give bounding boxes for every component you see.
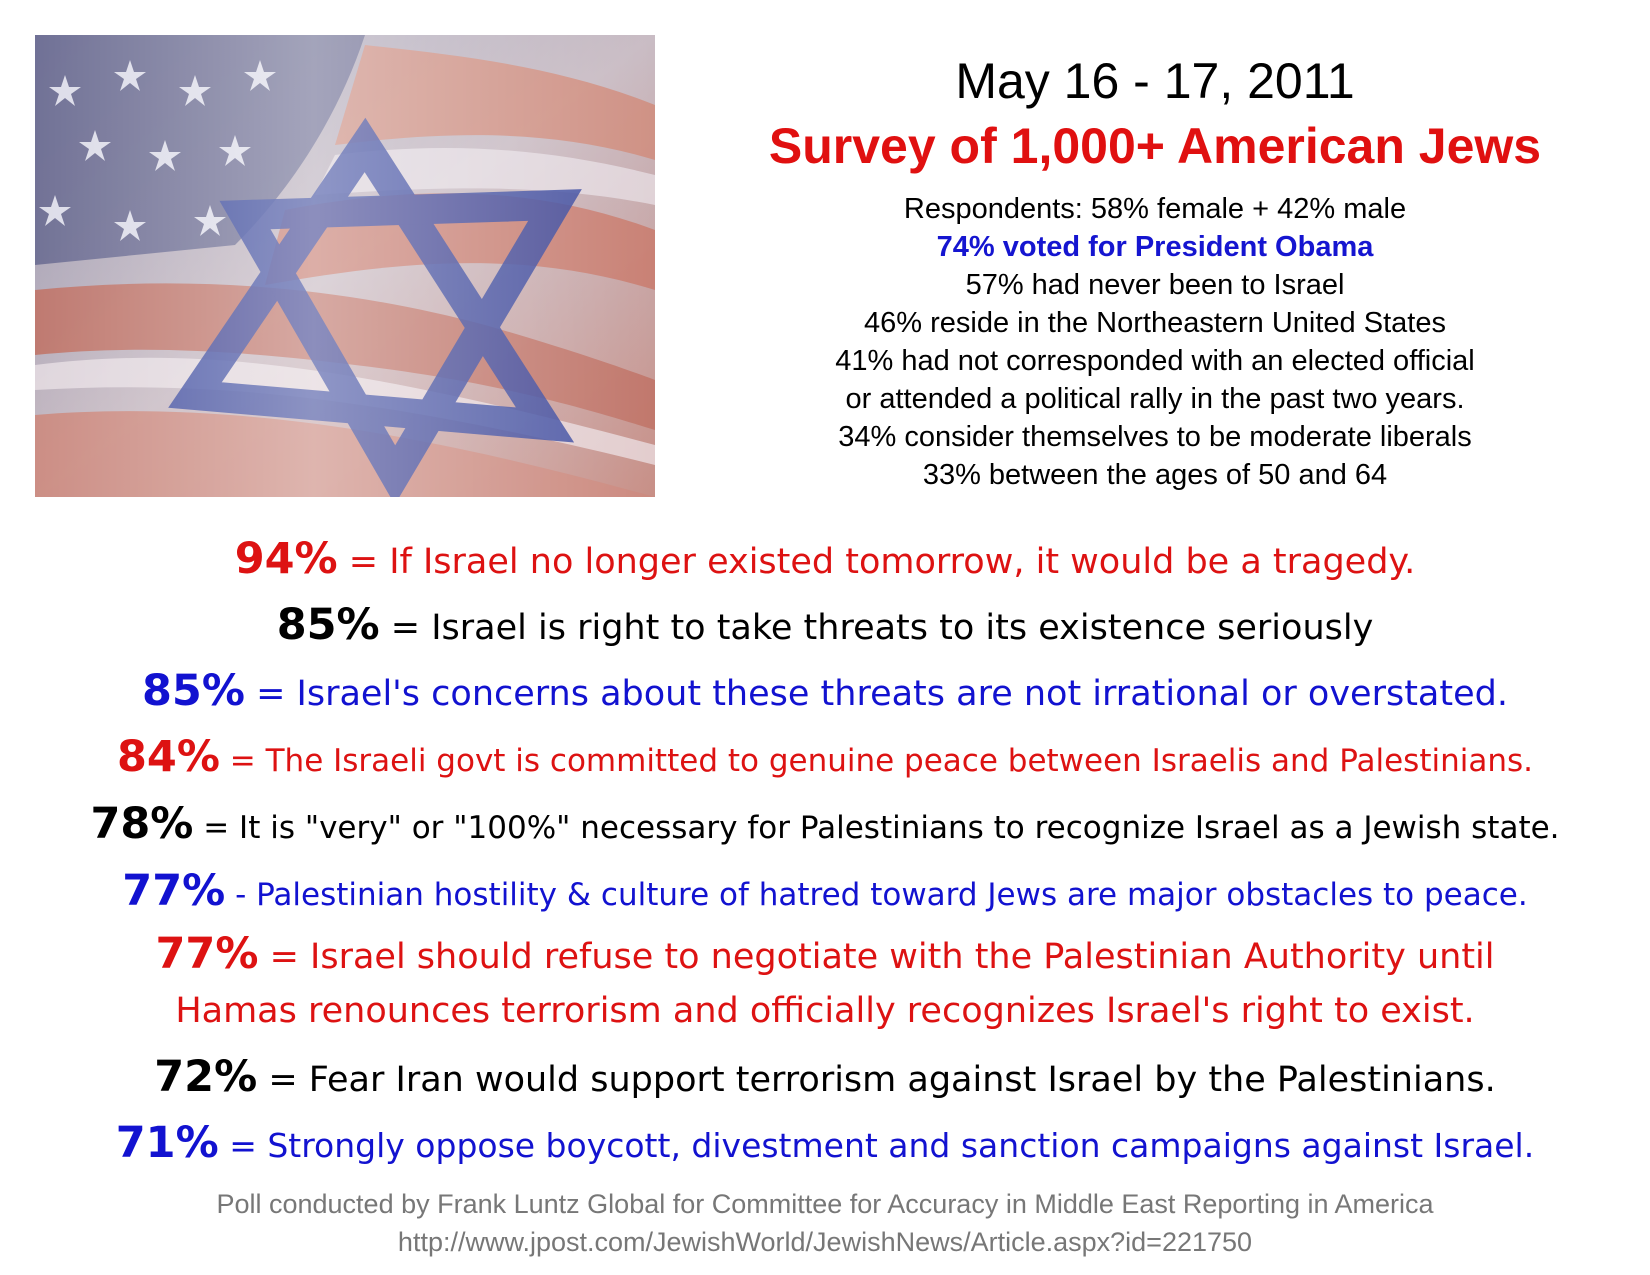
respondent-line: 33% between the ages of 50 and 64 xyxy=(922,459,1388,491)
respondent-line: 57% had never been to Israel xyxy=(965,269,1345,301)
stat-text: = It is "very" or "100%" necessary for P… xyxy=(193,810,1560,846)
stat-line: 77% = Israel should refuse to negotiate … xyxy=(0,927,1650,1038)
survey-title: Survey of 1,000+ American Jews xyxy=(768,118,1542,174)
stat-text: = Strongly oppose boycott, divestment an… xyxy=(218,1126,1535,1165)
stat-percent: 85% xyxy=(276,600,380,650)
stat-line: 78% = It is "very" or "100%" necessary f… xyxy=(0,793,1650,860)
israeli-american-flag-image xyxy=(35,35,655,497)
stat-text: = The Israeli govt is committed to genui… xyxy=(219,743,1534,779)
stat-line: 84% = The Israeli govt is committed to g… xyxy=(0,726,1650,793)
survey-date: May 16 - 17, 2011 xyxy=(955,53,1355,109)
stat-line: 85% = Israel is right to take threats to… xyxy=(0,594,1650,660)
stat-text: - Palestinian hostility & culture of hat… xyxy=(225,877,1528,913)
stat-text-continued: Hamas renounces terrorism and officially… xyxy=(175,991,1475,1031)
stat-percent: 84% xyxy=(116,732,220,782)
stat-percent: 72% xyxy=(154,1052,258,1102)
respondent-line-highlight: 74% voted for President Obama xyxy=(936,231,1374,263)
stat-percent: 94% xyxy=(234,534,338,584)
footer: Poll conducted by Frank Luntz Global for… xyxy=(0,1185,1650,1261)
stat-text: = Fear Iran would support terrorism agai… xyxy=(257,1060,1496,1100)
stat-line: 94% = If Israel no longer existed tomorr… xyxy=(0,528,1650,594)
respondent-line: or attended a political rally in the pas… xyxy=(845,383,1465,415)
source-credit: Poll conducted by Frank Luntz Global for… xyxy=(216,1189,1434,1219)
stat-text: = If Israel no longer existed tomorrow, … xyxy=(337,542,1416,582)
stat-line: 71% = Strongly oppose boycott, divestmen… xyxy=(0,1112,1650,1177)
respondent-line: 34% consider themselves to be moderate l… xyxy=(838,421,1472,453)
respondent-summary: Respondents: 58% female + 42% male 74% v… xyxy=(665,190,1645,494)
source-url: http://www.jpost.com/JewishWorld/JewishN… xyxy=(397,1227,1253,1257)
stat-percent: 78% xyxy=(90,799,194,849)
header: May 16 - 17, 2011 Survey of 1,000+ Ameri… xyxy=(665,48,1645,494)
stat-line: 85% = Israel's concerns about these thre… xyxy=(0,660,1650,726)
stat-percent: 77% xyxy=(122,866,226,916)
stat-percent: 77% xyxy=(155,929,259,979)
stat-text: = Israel is right to take threats to its… xyxy=(379,608,1374,648)
respondent-line: Respondents: 58% female + 42% male xyxy=(903,193,1407,225)
stat-text: = Israel should refuse to negotiate with… xyxy=(258,937,1495,977)
stat-text: = Israel's concerns about these threats … xyxy=(244,674,1508,714)
stat-percent: 85% xyxy=(142,666,245,716)
stat-percent: 71% xyxy=(115,1118,219,1168)
stat-line: 72% = Fear Iran would support terrorism … xyxy=(0,1046,1650,1112)
survey-results: 94% = If Israel no longer existed tomorr… xyxy=(0,528,1650,1177)
respondent-line: 46% reside in the Northeastern United St… xyxy=(864,307,1446,339)
respondent-line: 41% had not corresponded with an elected… xyxy=(835,345,1475,377)
stat-line: 77% - Palestinian hostility & culture of… xyxy=(0,860,1650,927)
